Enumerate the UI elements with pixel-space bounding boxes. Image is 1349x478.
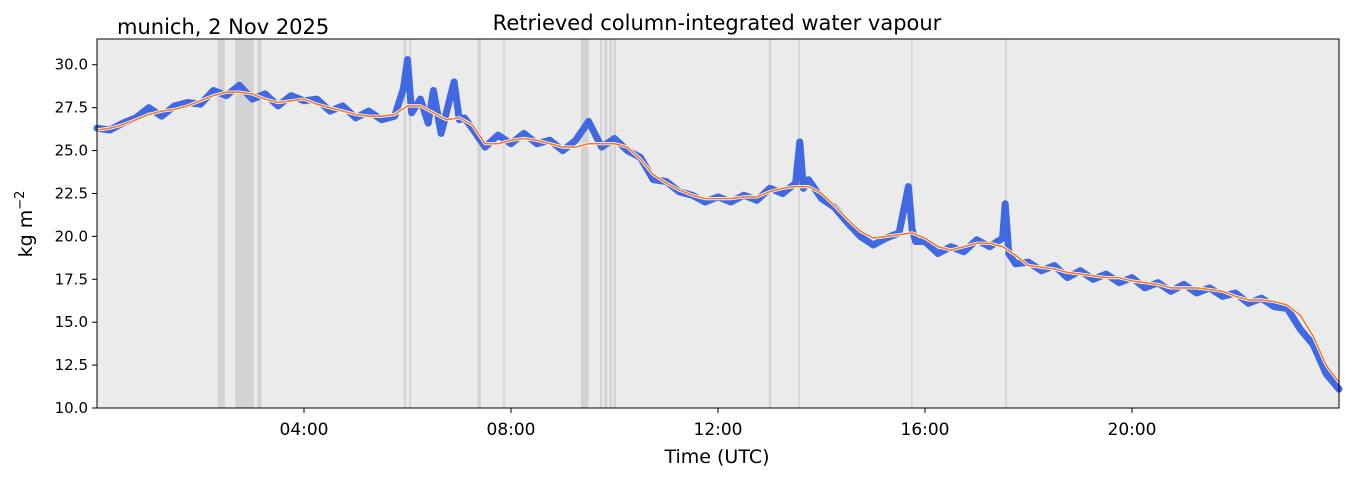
y-tick-label: 15.0 (55, 313, 88, 331)
flagged-band (580, 39, 589, 408)
flagged-band (477, 39, 481, 408)
y-tick-label: 20.0 (55, 227, 88, 245)
x-tick-label: 12:00 (694, 420, 743, 440)
flagged-band (768, 39, 772, 408)
y-tick-label: 17.5 (55, 270, 88, 288)
series-smoothed-line (96, 91, 1340, 383)
flagged-band (613, 39, 617, 408)
plot-area (97, 39, 1339, 408)
flagged-band (503, 39, 505, 408)
y-axis-label-unit: kg m (15, 210, 37, 258)
flagged-band (604, 39, 608, 408)
flagged-band (409, 39, 412, 408)
y-axis-label-exponent: −2 (13, 191, 28, 210)
flagged-band (600, 39, 603, 408)
flagged-band (609, 39, 612, 408)
y-tick-label: 25.0 (55, 142, 88, 160)
flagged-band (257, 39, 262, 408)
y-tick-label: 12.5 (55, 356, 88, 374)
x-tick-label: 20:00 (1108, 420, 1157, 440)
flagged-band (235, 39, 254, 408)
x-axis-label: Time (UTC) (663, 446, 769, 468)
y-tick-label: 30.0 (55, 56, 88, 74)
y-tick-label: 22.5 (55, 184, 88, 202)
y-tick-label: 27.5 (55, 99, 88, 117)
flagged-band (403, 39, 406, 408)
x-tick-label: 04:00 (280, 420, 329, 440)
x-tick-label: 08:00 (487, 420, 536, 440)
flagged-band (798, 39, 800, 408)
x-tick-label: 16:00 (901, 420, 950, 440)
chart-title: Retrieved column-integrated water vapour (493, 11, 942, 35)
y-tick-label: 10.0 (55, 399, 88, 417)
series-raw-line (96, 58, 1340, 390)
chart-subtitle: munich, 2 Nov 2025 (117, 15, 329, 39)
flagged-band (217, 39, 225, 408)
y-axis-label: kg m−2 (13, 191, 37, 258)
